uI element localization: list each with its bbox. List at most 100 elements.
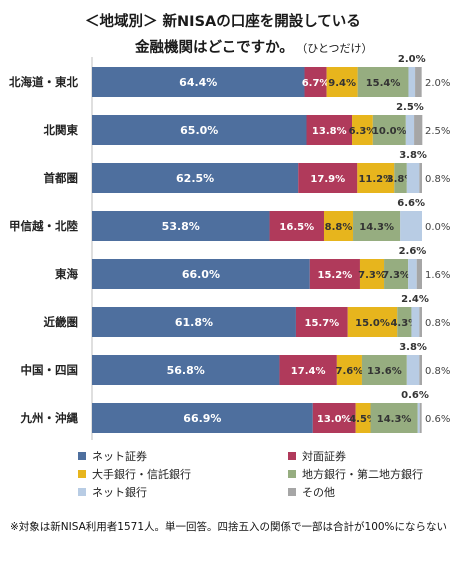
bar-segment [406, 355, 420, 385]
bar-segment [357, 67, 409, 97]
data-label: 4.5% [349, 414, 377, 425]
data-label: 13.0% [317, 414, 352, 425]
bar-segment [419, 163, 422, 193]
bar-segment [92, 259, 310, 289]
data-label: 15.4% [366, 78, 401, 89]
bar-segment [419, 355, 422, 385]
bar-segment [352, 115, 373, 145]
data-label: 6.7% [302, 78, 330, 89]
data-label: 17.9% [310, 174, 345, 185]
category-label: 東海 [55, 267, 78, 281]
data-label: 0.6% [401, 390, 429, 401]
data-label: 9.4% [328, 78, 356, 89]
bar-segment [370, 403, 418, 433]
bar-segment [361, 355, 407, 385]
data-label: 3.8% [399, 342, 427, 353]
bar-segment [397, 307, 412, 337]
data-label: 0.8% [425, 366, 450, 377]
bar-segment [372, 115, 406, 145]
bar-segment [306, 115, 353, 145]
category-label: 北海道・東北 [9, 75, 78, 89]
bar-segment [326, 67, 358, 97]
bar-segment [347, 307, 398, 337]
data-label: 7.6% [336, 366, 364, 377]
bar-segment [92, 211, 270, 241]
bar-segment [359, 259, 385, 289]
data-label: 2.0% [425, 78, 450, 89]
bar-segment [415, 67, 422, 97]
data-label: 66.9% [183, 412, 221, 425]
bar-segment [92, 163, 299, 193]
bar-segment [279, 355, 337, 385]
bar-segment [92, 307, 296, 337]
data-label: 14.3% [377, 414, 412, 425]
bar-segment [417, 403, 420, 433]
bar-segment [336, 355, 362, 385]
data-label: 66.0% [182, 268, 220, 281]
data-label: 6.6% [397, 198, 425, 209]
data-label: 15.2% [318, 270, 353, 281]
data-label: 13.8% [312, 126, 347, 137]
legend-swatch [288, 452, 296, 460]
legend-swatch [78, 488, 86, 496]
category-label: 北関東 [44, 123, 79, 137]
data-label: 3.8% [387, 174, 415, 185]
legend-label: 対面証券 [302, 450, 346, 463]
bar-segment [408, 67, 416, 97]
data-label: 0.0% [425, 222, 450, 233]
bar-segment [353, 211, 401, 241]
data-label: 11.2% [358, 174, 393, 185]
data-label: 15.0% [355, 318, 390, 329]
stacked-bar-chart: 北海道・東北 64.4% 6.7%9.4% 15.4% 2.0% 2.0% 北関東 65.0%… [9, 54, 450, 440]
data-label: 2.0% [398, 54, 426, 65]
data-label: 53.8% [162, 220, 200, 233]
data-label: 0.8% [425, 318, 450, 329]
data-label: 2.6% [399, 246, 427, 257]
data-label: 3.8% [399, 150, 427, 161]
data-label: 16.5% [279, 222, 314, 233]
bar-segment [309, 259, 360, 289]
data-label: 2.5% [425, 126, 450, 137]
legend-label: ネット銀行 [92, 486, 147, 499]
legend-label: ネット証券 [92, 450, 147, 463]
bar-segment [312, 403, 356, 433]
bar-segment [419, 403, 422, 433]
bar-segment [304, 67, 327, 97]
category-label: 近畿圏 [44, 315, 79, 329]
bar-segment [411, 307, 420, 337]
data-label: 8.8% [325, 222, 353, 233]
data-label: 2.5% [396, 102, 424, 113]
legend-label: 地方銀行・第二地方銀行 [302, 468, 423, 481]
data-label: 62.5% [176, 172, 214, 185]
legend-item: 地方銀行・第二地方銀行 [288, 466, 423, 482]
bar-segment [355, 403, 371, 433]
chart-title-line2: 金融機関はどこですか。 （ひとつだけ） [135, 36, 373, 57]
bar-segment [384, 259, 409, 289]
category-label: 甲信越・北陸 [9, 219, 78, 233]
data-label: 0.8% [425, 174, 450, 185]
data-label: 17.4% [291, 366, 326, 377]
bar-segment [416, 259, 422, 289]
bar-segment [408, 259, 417, 289]
chart-title-line1: ＜地域別＞ 新NISAの口座を開設している [85, 14, 361, 30]
legend-item: その他 [288, 484, 335, 500]
category-label: 中国・四国 [21, 363, 79, 377]
legend-swatch [288, 470, 296, 478]
legend-swatch [78, 452, 86, 460]
data-label: 0.6% [425, 414, 450, 425]
legend-label: 大手銀行・信託銀行 [92, 468, 191, 481]
bar-segment [323, 211, 354, 241]
bar-segment [419, 307, 422, 337]
chart-title-line2-text: 金融機関はどこですか。 [135, 40, 294, 56]
bar-segment [405, 115, 415, 145]
data-label: 13.6% [367, 366, 402, 377]
data-label: 14.3% [359, 222, 394, 233]
bar-segment [92, 67, 305, 97]
chart-title-note: （ひとつだけ） [301, 42, 373, 55]
data-label: 10.0% [372, 126, 407, 137]
bar-segment [400, 211, 422, 241]
bar-segment [92, 403, 313, 433]
data-label: 56.8% [167, 364, 205, 377]
category-label: 九州・沖縄 [20, 411, 79, 425]
bar-segment [357, 163, 395, 193]
